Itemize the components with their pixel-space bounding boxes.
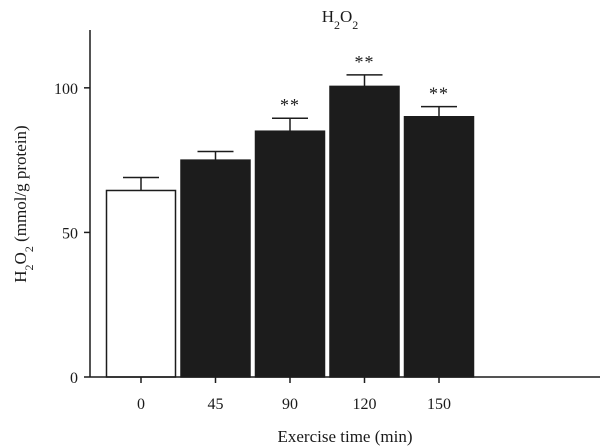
x-axis-title: Exercise time (min) [277, 427, 412, 446]
y-tick-label-0: 0 [70, 370, 78, 387]
labels-layer: 0 45 ** 90 ** 120 ** 150 0 50 100 H2O2 Exercise time… [11, 7, 451, 446]
y-tick-label-100: 100 [54, 81, 78, 98]
bar-90 [254, 130, 326, 378]
bar-0 [105, 189, 177, 378]
bars-layer [105, 74, 475, 378]
bar-120 [329, 85, 400, 378]
chart-title: H2O2 [322, 7, 359, 32]
y-tick-label-50: 50 [62, 225, 78, 242]
significance-marker-120: ** [355, 52, 375, 72]
y-axis-title: H2O2 (mmol/g protein) [11, 125, 36, 282]
significance-marker-150: ** [429, 84, 449, 104]
x-tick-label-150: 150 [427, 396, 451, 413]
x-tick-label-120: 120 [353, 396, 377, 413]
axes-layer [84, 30, 600, 383]
significance-marker-90: ** [280, 95, 300, 115]
x-tick-label-45: 45 [208, 396, 224, 413]
x-tick-label-90: 90 [282, 396, 298, 413]
bar-45 [180, 159, 251, 378]
x-tick-label-0: 0 [137, 396, 145, 413]
bar-150 [403, 116, 475, 378]
